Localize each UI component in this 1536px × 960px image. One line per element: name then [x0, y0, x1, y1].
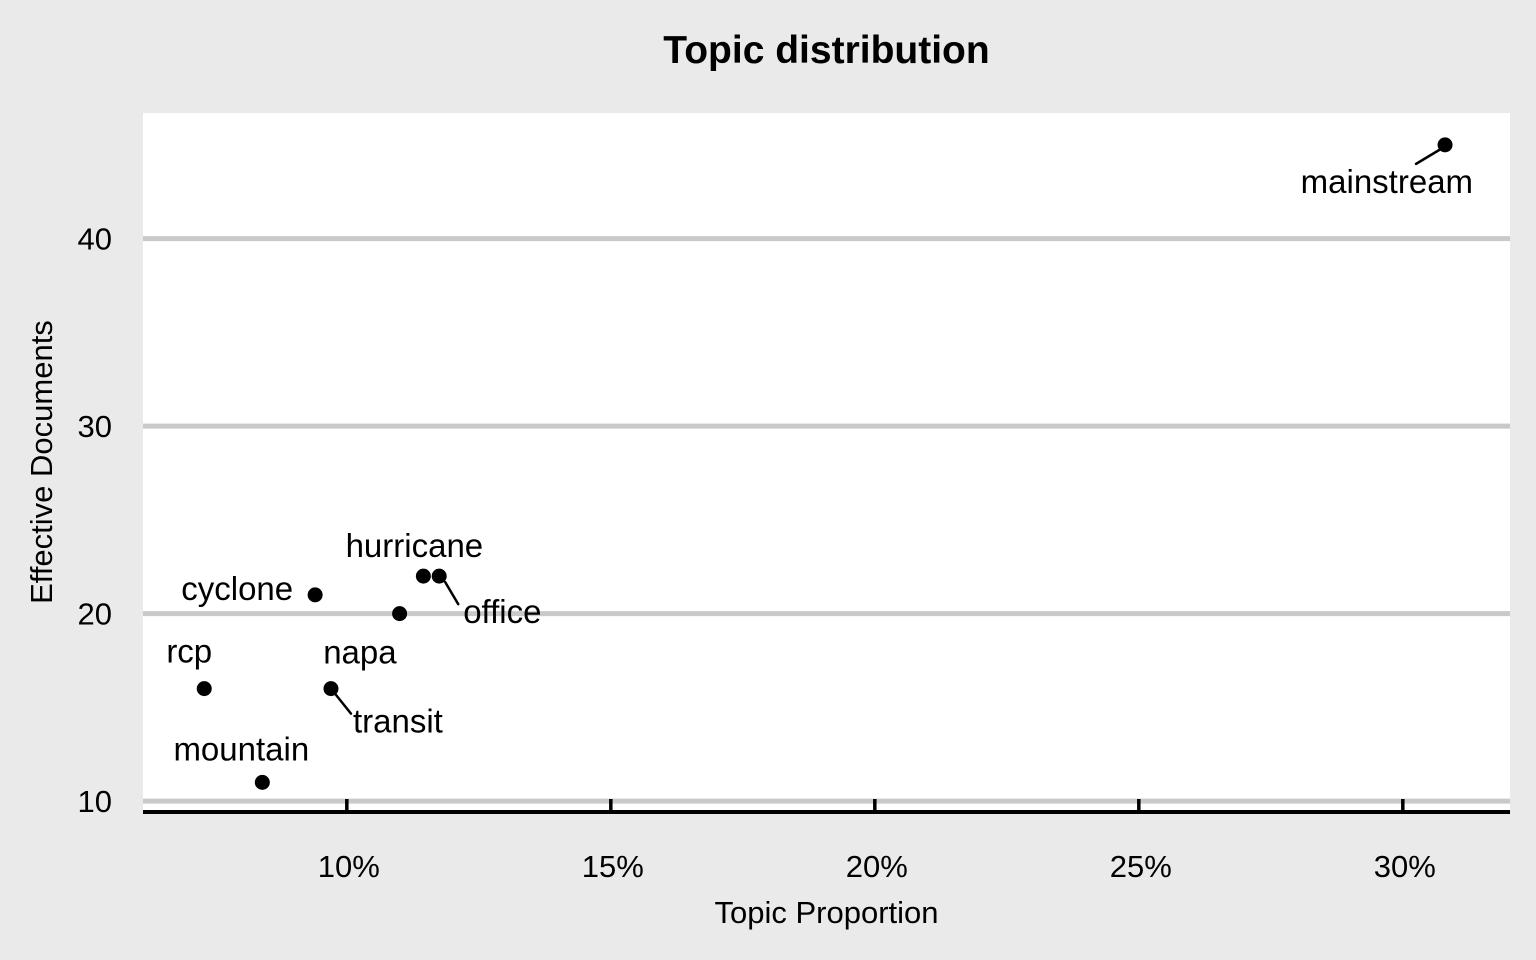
data-point-mountain [254, 774, 270, 790]
point-label-office: office [463, 593, 541, 630]
point-label-mainstream: mainstream [1301, 163, 1473, 200]
point-label-hurricane: hurricane [346, 527, 484, 564]
point-label-napa: napa [323, 634, 397, 671]
leader-line-office [443, 580, 460, 606]
data-point-transit [323, 681, 339, 697]
y-tick-label-40: 40 [78, 222, 112, 257]
point-label-transit: transit [353, 703, 443, 740]
data-point-napa [392, 606, 408, 622]
data-point-mainstream [1437, 137, 1453, 153]
x-tick-label-25: 25% [1110, 849, 1172, 884]
leader-line-transit [333, 692, 353, 715]
data-point-office [431, 568, 447, 584]
data-point-cyclone [307, 587, 323, 603]
y-tick-label-20: 20 [78, 597, 112, 632]
plot-panel [143, 113, 1510, 812]
x-tick-label-30: 30% [1374, 849, 1436, 884]
y-axis-title: Effective Documents [23, 320, 59, 605]
point-label-cyclone: cyclone [181, 570, 293, 607]
data-point-rcp [196, 681, 212, 697]
point-label-mountain: mountain [173, 730, 309, 767]
x-axis-title: Topic Proportion [714, 895, 939, 930]
x-tick-label-15: 15% [582, 849, 644, 884]
data-point-hurricane [415, 568, 431, 584]
leader-line-mainstream [1414, 147, 1443, 166]
y-tick-label-30: 30 [78, 409, 112, 444]
chart-title: Topic distribution [663, 29, 990, 72]
point-label-rcp: rcp [166, 633, 212, 670]
y-axis-title-box: Effective Documents [8, 113, 76, 812]
y-tick-label-10: 10 [78, 784, 112, 819]
x-tick-label-20: 20% [846, 849, 908, 884]
x-tick-label-10: 10% [318, 849, 380, 884]
